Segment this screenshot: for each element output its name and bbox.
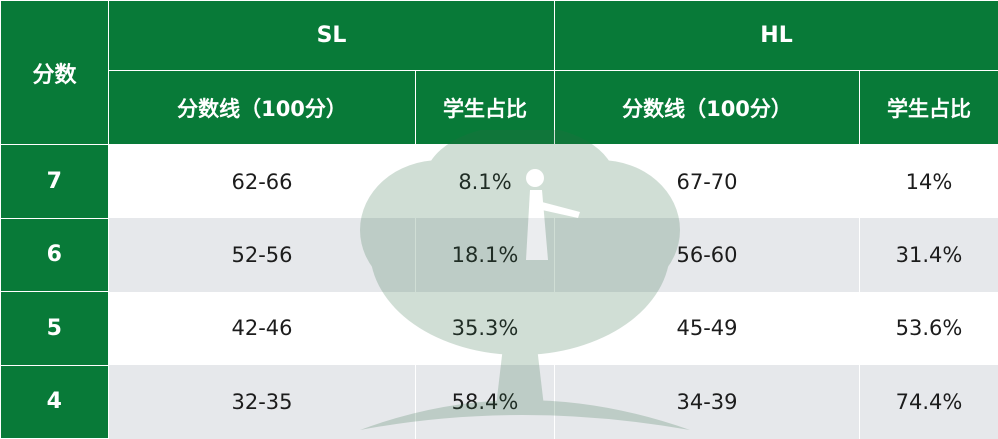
sl-percent-cell: 8.1% (416, 145, 555, 219)
table-row: 5 42-46 35.3% 45-49 53.6% (1, 292, 998, 366)
sl-group-header: SL (109, 1, 555, 71)
hl-range-cell: 34-39 (555, 365, 860, 439)
sl-percent-header: 学生占比 (416, 71, 555, 145)
score-cell: 4 (1, 365, 109, 439)
hl-range-cell: 45-49 (555, 292, 860, 366)
table-row: 4 32-35 58.4% 34-39 74.4% (1, 365, 998, 439)
sl-range-cell: 32-35 (109, 365, 416, 439)
score-cell: 5 (1, 292, 109, 366)
score-column-header: 分数 (1, 1, 109, 145)
hl-range-cell: 67-70 (555, 145, 860, 219)
sl-range-cell: 42-46 (109, 292, 416, 366)
table-row: 7 62-66 8.1% 67-70 14% (1, 145, 998, 219)
hl-percent-header: 学生占比 (860, 71, 998, 145)
score-cell: 6 (1, 218, 109, 292)
sl-percent-cell: 58.4% (416, 365, 555, 439)
hl-percent-cell: 74.4% (860, 365, 998, 439)
hl-range-cell: 56-60 (555, 218, 860, 292)
sl-percent-cell: 35.3% (416, 292, 555, 366)
sl-range-cell: 62-66 (109, 145, 416, 219)
sl-range-cell: 52-56 (109, 218, 416, 292)
hl-percent-cell: 14% (860, 145, 998, 219)
hl-group-header: HL (555, 1, 998, 71)
sl-percent-cell: 18.1% (416, 218, 555, 292)
score-cell: 7 (1, 145, 109, 219)
hl-percent-cell: 53.6% (860, 292, 998, 366)
sl-range-header: 分数线（100分） (109, 71, 416, 145)
hl-range-header: 分数线（100分） (555, 71, 860, 145)
table-row: 6 52-56 18.1% 56-60 31.4% (1, 218, 998, 292)
hl-percent-cell: 31.4% (860, 218, 998, 292)
